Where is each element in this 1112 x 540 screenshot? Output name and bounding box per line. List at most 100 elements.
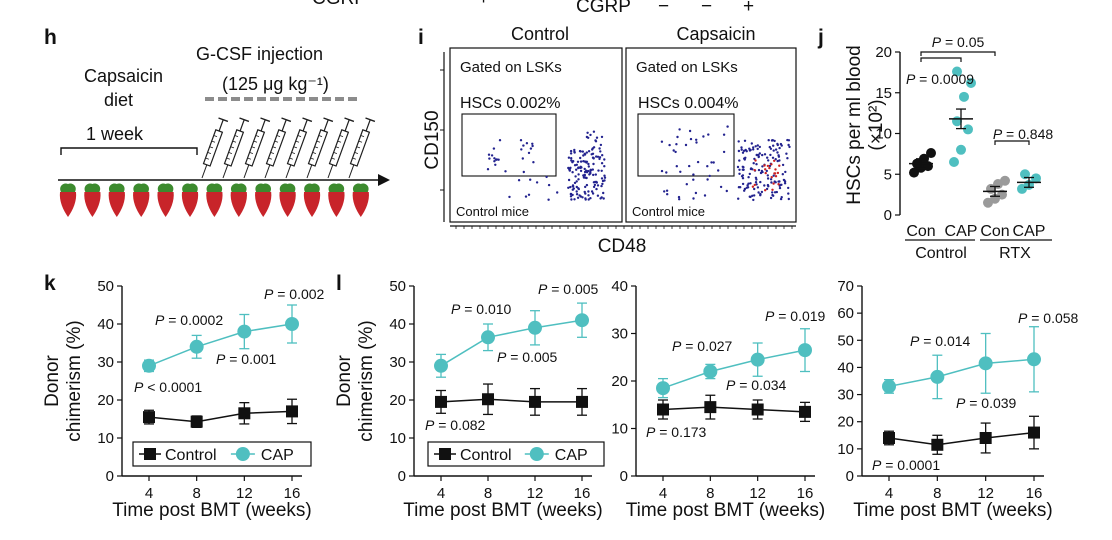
l1-marker-circle <box>528 320 542 335</box>
panel-label-j: j <box>817 26 824 49</box>
flow-event-dot <box>575 190 578 193</box>
header-partial: CGRP + CGRP − − + <box>312 0 754 17</box>
flow-event-dot <box>743 187 747 191</box>
j-category-label: CAP <box>1013 223 1046 240</box>
j-data-point <box>1000 175 1010 186</box>
syringe-mark <box>335 146 340 149</box>
pepper-stem <box>108 183 125 192</box>
injection-dash <box>322 97 331 101</box>
flow-event-dot <box>787 143 790 147</box>
flow-event-dot <box>567 156 571 159</box>
flow-event-dot <box>596 184 600 187</box>
syringe-plunger <box>218 119 224 132</box>
diet-label-line1: Capsaicin <box>84 66 163 86</box>
l2-ytick-label: 40 <box>611 278 628 295</box>
j-ytick-label: 15 <box>875 85 892 102</box>
j-data-point <box>1031 173 1041 184</box>
flow-event-dot <box>531 142 534 145</box>
k-ytick-label: 50 <box>97 278 114 295</box>
flow-event-dot <box>594 173 597 176</box>
syringe-mark <box>253 140 258 143</box>
l1-ytick-label: 40 <box>389 316 406 333</box>
j-ylabel: HSCs per ml blood(×10²) <box>844 45 887 204</box>
injection-dash <box>257 97 266 101</box>
l2-marker-circle <box>703 364 718 379</box>
k-legend-box <box>132 441 312 467</box>
flow-event-dot <box>598 147 601 150</box>
flow-event-dot <box>600 135 604 139</box>
flow-event-dot <box>571 171 574 174</box>
flow-event-dot <box>771 156 775 159</box>
flow-event-dot <box>771 139 774 142</box>
l1-pvalue: P = 0.010 <box>451 301 512 317</box>
flow-event-dot <box>594 139 597 142</box>
flow-event-dot <box>581 150 584 153</box>
flow-event-dot <box>602 197 605 200</box>
pepper-icon <box>108 183 125 217</box>
flow-event-dot <box>573 148 576 152</box>
flow-event-dot <box>764 168 767 171</box>
flow-event-dot <box>758 145 761 149</box>
syringe-icon <box>264 117 292 179</box>
flow-title-control: Control <box>511 24 569 44</box>
gate-text-control: Gated on LSKs <box>460 59 562 76</box>
flow-event-dot <box>587 198 590 201</box>
l3-ytick-label: 0 <box>846 468 854 485</box>
k-xtick-label: 16 <box>284 485 301 502</box>
legend-label-control: Control <box>165 447 217 464</box>
l3-series-line <box>888 358 1035 388</box>
flow-axis-ticks <box>440 69 793 229</box>
flow-event-dot <box>529 147 533 150</box>
pepper-body <box>230 192 247 217</box>
flow-event-dot <box>602 191 605 195</box>
flow-event-dot <box>601 154 604 157</box>
l3-ytick-label: 50 <box>837 332 854 349</box>
k-marker-circle <box>237 324 252 339</box>
flow-event-dot <box>569 195 573 198</box>
flow-event-dot <box>719 185 723 189</box>
j-data-point <box>1020 169 1030 180</box>
flow-event-dot <box>600 196 603 199</box>
flow-event-dot <box>603 176 607 179</box>
pepper-icon <box>279 183 296 217</box>
pepper-body <box>255 192 272 217</box>
j-pvalue: P = 0.0009 <box>906 71 974 87</box>
flow-event-dot <box>766 174 769 177</box>
flow-event-dot <box>758 152 761 155</box>
flow-event-dot <box>575 193 579 196</box>
syringe-mark <box>251 146 256 149</box>
l2-marker-circle <box>798 343 812 358</box>
dose-label: (125 μg kg⁻¹) <box>222 74 329 94</box>
flow-event-dot <box>761 170 764 174</box>
footer-text-capsaicin: Control mice <box>632 204 705 219</box>
j-group-label: RTX <box>999 245 1031 262</box>
syringe-handle <box>239 117 250 123</box>
flow-event-dot <box>584 198 587 201</box>
flow-event-dot <box>737 140 740 143</box>
flow-event-dot <box>754 181 758 184</box>
flow-event-dot <box>594 180 597 184</box>
flow-event-dot <box>585 183 589 187</box>
pepper-stem <box>255 183 272 192</box>
flow-event-dot <box>695 138 698 141</box>
flow-event-dot <box>737 197 740 200</box>
legend-swatch-control <box>439 448 451 460</box>
l3-marker-circle <box>882 379 896 394</box>
syringe-mark <box>356 146 361 149</box>
syringe-mark <box>205 157 209 160</box>
syringe-mark <box>211 140 216 143</box>
syringe-mark <box>268 157 272 160</box>
j-bracket <box>994 140 1030 145</box>
flow-event-dot <box>746 184 749 187</box>
flow-event-dot <box>569 149 573 153</box>
flow-event-dot <box>575 168 578 171</box>
flow-event-dot <box>531 144 534 148</box>
flow-event-dot <box>556 191 559 194</box>
injection-dash <box>348 97 357 101</box>
hsc-text-control: HSCs 0.002% <box>460 95 561 112</box>
pepper-stem <box>206 183 223 192</box>
l1-marker-circle <box>575 313 589 328</box>
flow-event-dot <box>776 143 779 147</box>
flow-event-dot <box>672 149 675 152</box>
